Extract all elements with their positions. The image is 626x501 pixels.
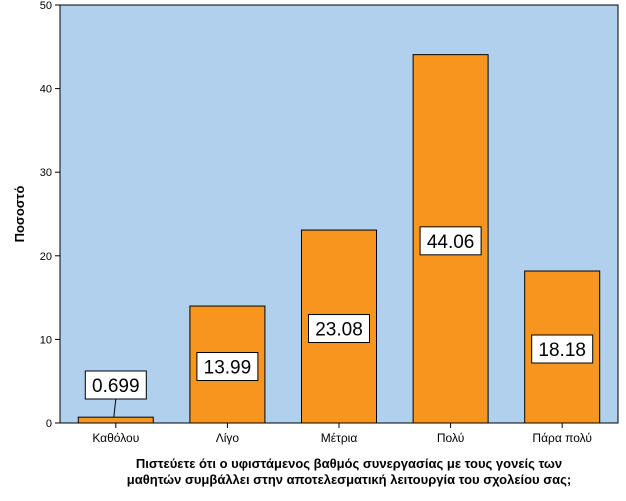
x-tick-label: Πάρα πολύ [532, 431, 592, 445]
x-axis-title-line-1: Πιστεύετε ότι ο υφιστάμενος βαθμός συνερ… [136, 456, 562, 471]
y-tick-label: 40 [40, 84, 52, 96]
data-label: 13.99 [204, 358, 252, 379]
data-label: 0.699 [92, 376, 140, 397]
x-tick-label: Μέτρια [321, 431, 358, 445]
y-axis: 0 10 20 30 40 50 [40, 0, 60, 430]
x-axis-title-line-2: μαθητών συμβάλλει στην αποτελεσματική λε… [127, 472, 571, 487]
bar [77, 416, 154, 424]
x-tick-label: Λίγο [216, 431, 240, 445]
data-label: 23.08 [315, 320, 363, 341]
y-tick-label: 10 [40, 334, 52, 346]
y-tick-label: 50 [40, 0, 52, 12]
data-label: 18.18 [538, 340, 586, 361]
data-label-box [84, 370, 147, 400]
data-labels: 0.699 13.99 23.08 44.06 18.18 [84, 226, 594, 418]
data-label-box [196, 352, 259, 382]
x-axis-labels: Καθόλου Λίγο Μέτρια Πολύ Πάρα πολύ [92, 423, 592, 445]
y-tick-label: 20 [40, 251, 52, 263]
data-label-box [308, 314, 370, 344]
label-leader-line [113, 398, 117, 418]
data-label-box [531, 334, 594, 364]
y-tick-label: 0 [46, 418, 52, 430]
x-tick-label: Πολύ [437, 431, 464, 445]
y-tick-label: 30 [40, 167, 52, 179]
data-label-box [419, 226, 482, 256]
x-tick-label: Καθόλου [92, 431, 139, 445]
data-label: 44.06 [427, 232, 475, 253]
y-axis-title: Ποσοστό [12, 186, 27, 243]
